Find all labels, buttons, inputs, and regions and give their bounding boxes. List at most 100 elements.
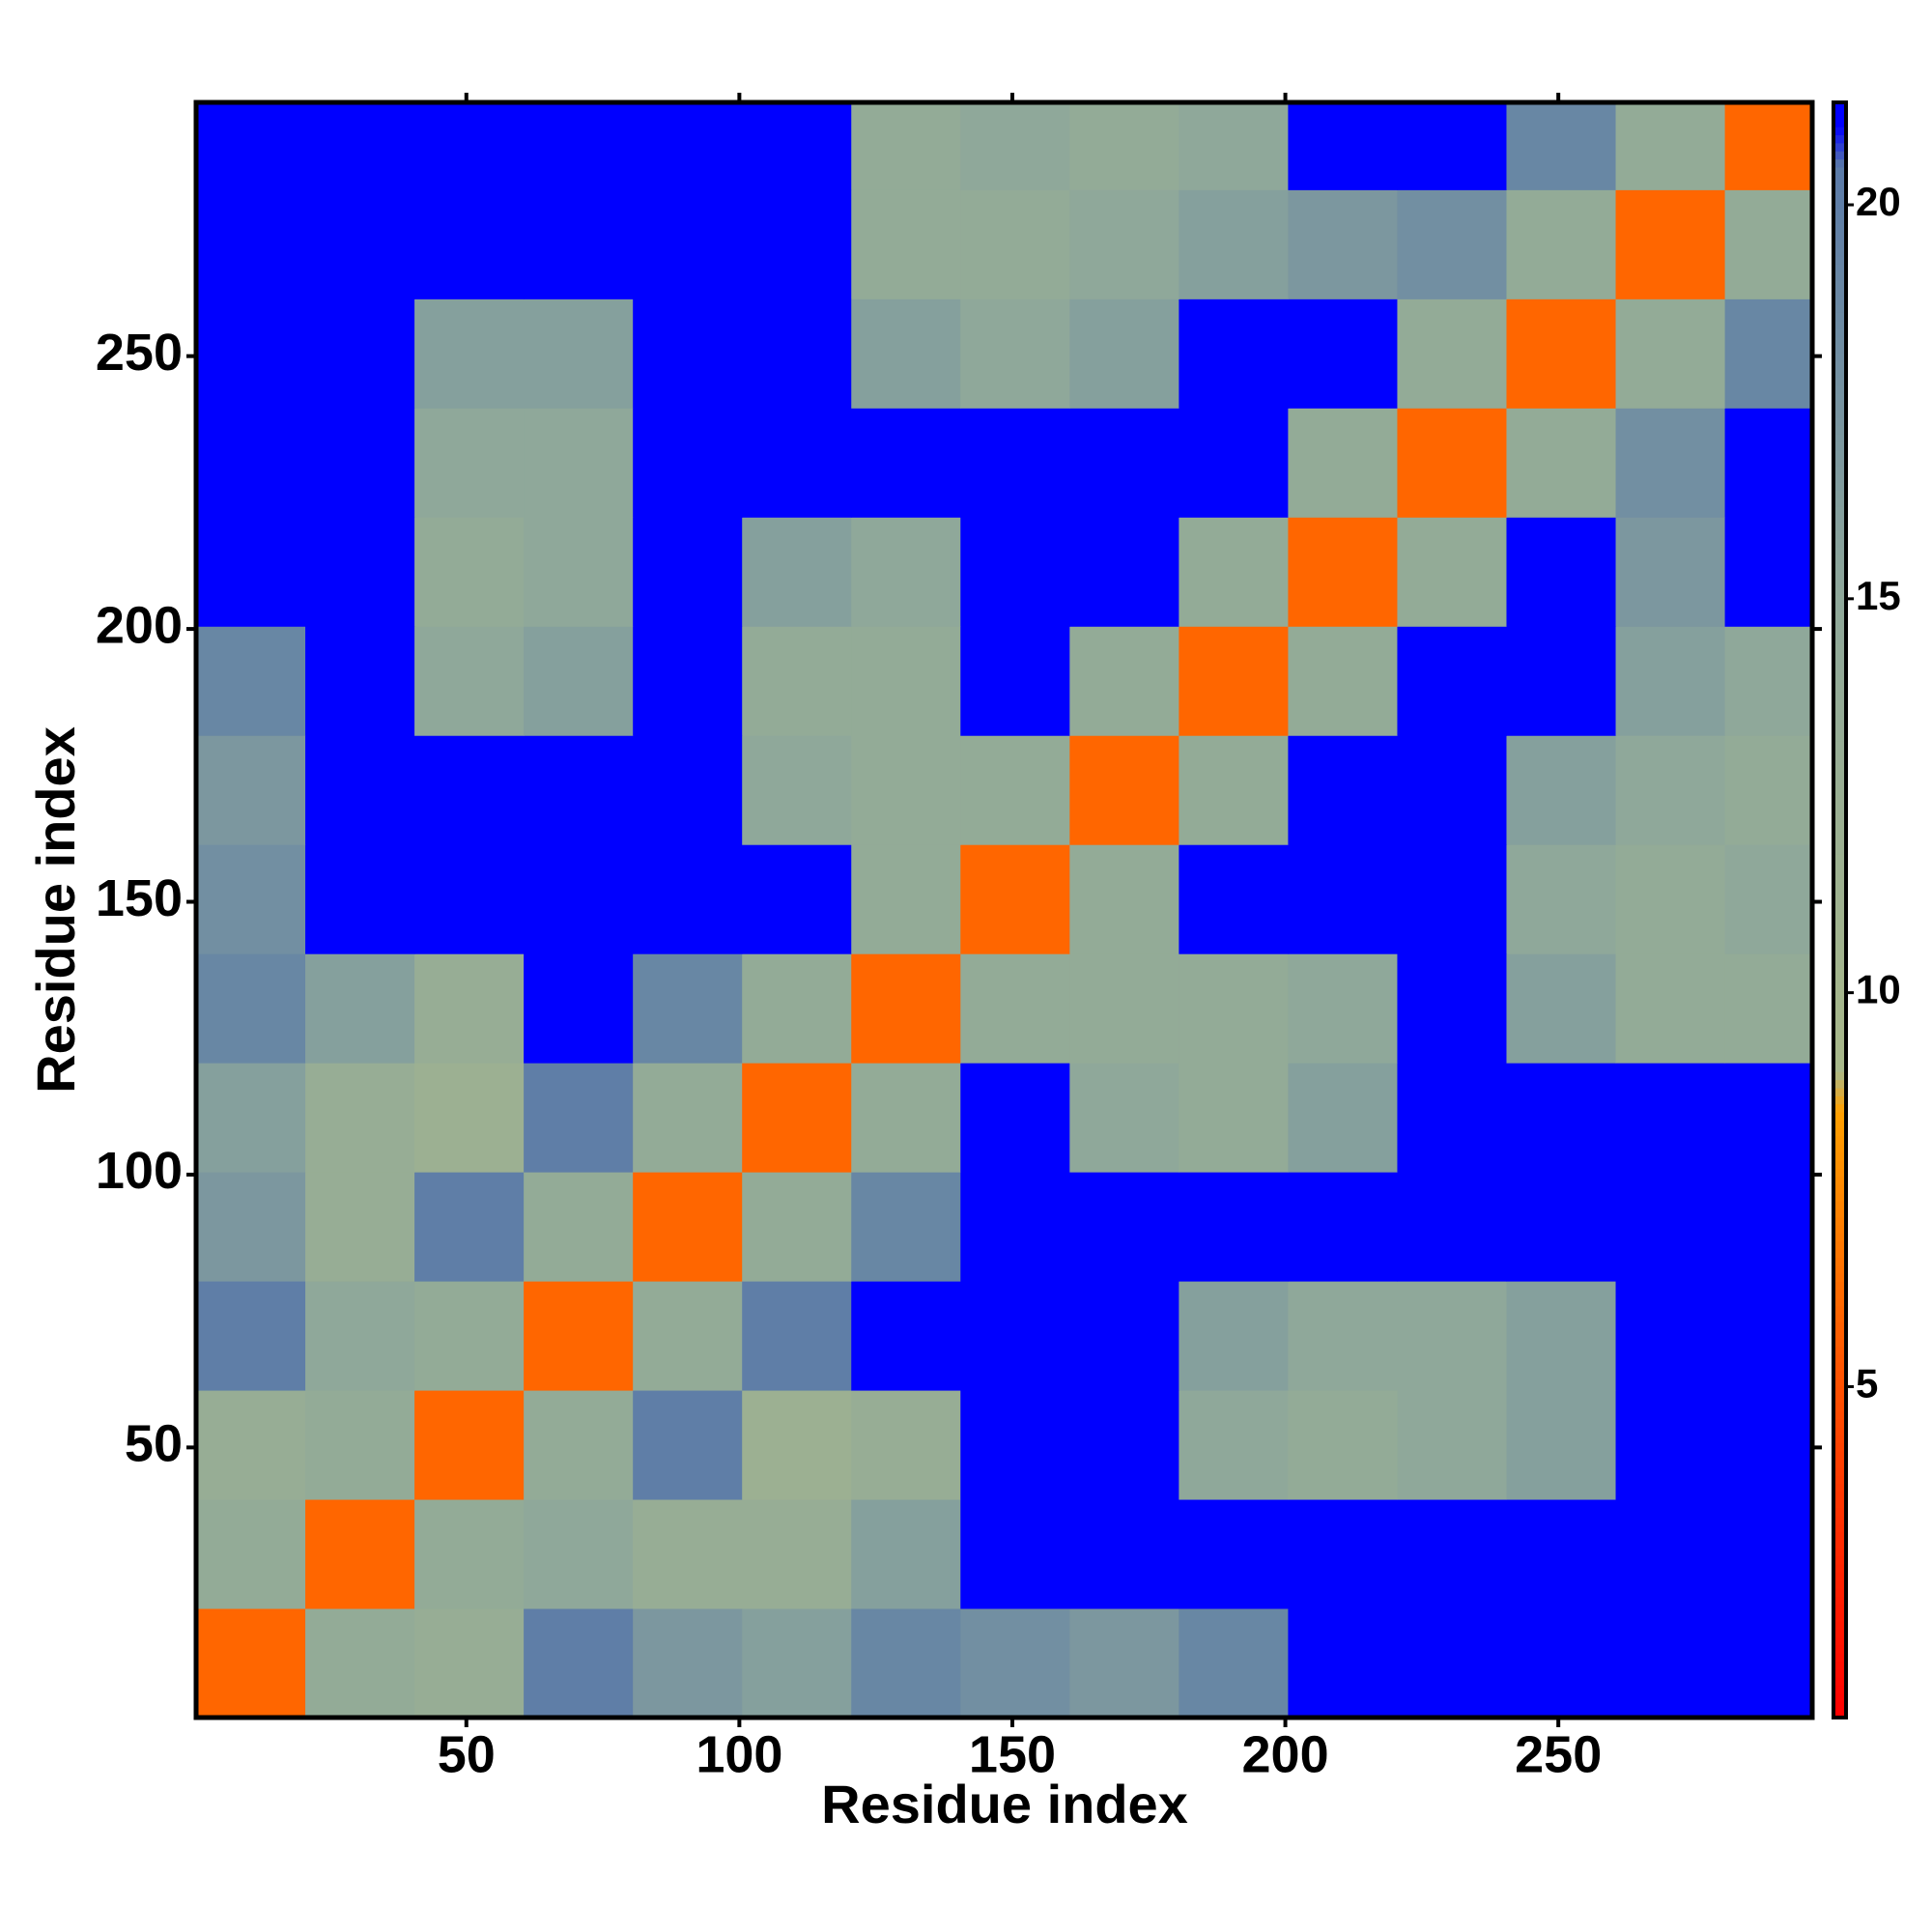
- colorbar-segment: [1833, 425, 1846, 435]
- heatmap-cell: [1506, 408, 1617, 518]
- colorbar-segment: [1833, 481, 1846, 491]
- colorbar-segment: [1833, 1031, 1846, 1040]
- colorbar-segment: [1833, 861, 1846, 870]
- heatmap-cell: [305, 626, 415, 736]
- heatmap-cell: [1397, 735, 1507, 845]
- colorbar-segment: [1833, 392, 1846, 402]
- heatmap-cell: [524, 844, 634, 954]
- heatmap-cell: [1615, 298, 1726, 409]
- heatmap-cell: [1615, 1390, 1726, 1500]
- heatmap-cell: [851, 626, 961, 736]
- colorbar-segment: [1833, 651, 1846, 661]
- heatmap-cell: [305, 1063, 415, 1173]
- heatmap-cell: [960, 1608, 1070, 1719]
- heatmap-cell: [1615, 953, 1726, 1064]
- y-tick-label: 250: [96, 324, 183, 382]
- heatmap-cell: [1288, 1063, 1398, 1173]
- colorbar-segment: [1833, 821, 1846, 830]
- heatmap-cell: [305, 189, 415, 299]
- heatmap-cell: [633, 298, 743, 409]
- colorbar-segment: [1833, 1442, 1846, 1452]
- heatmap-cell: [1288, 102, 1398, 190]
- heatmap-cell: [1506, 1281, 1617, 1391]
- colorbar-segment: [1833, 1507, 1846, 1517]
- heatmap-cell: [414, 408, 525, 518]
- heatmap-cell: [1615, 735, 1726, 845]
- colorbar-segment: [1833, 215, 1846, 224]
- heatmap-cell: [1069, 298, 1179, 409]
- heatmap-cell: [633, 735, 743, 845]
- heatmap-cell: [1724, 844, 1813, 954]
- heatmap-cell: [1069, 1390, 1179, 1500]
- colorbar-segment: [1833, 490, 1846, 499]
- heatmap-cell: [960, 517, 1070, 627]
- heatmap-cell: [1288, 1499, 1398, 1609]
- colorbar-segment: [1833, 530, 1846, 540]
- heatmap-cell: [851, 1608, 961, 1719]
- colorbar-segment: [1833, 497, 1846, 507]
- heatmap-cell: [851, 298, 961, 409]
- colorbar-segment: [1833, 328, 1846, 338]
- colorbar-tick-label: 20: [1856, 179, 1901, 224]
- heatmap-cell: [1288, 1608, 1398, 1719]
- heatmap-cell: [524, 189, 634, 299]
- colorbar-segment: [1833, 998, 1846, 1008]
- colorbar-segment: [1833, 1564, 1846, 1574]
- heatmap-cell: [1506, 1499, 1617, 1609]
- colorbar-segment: [1833, 158, 1846, 168]
- heatmap-cell: [851, 517, 961, 627]
- colorbar-segment: [1833, 1370, 1846, 1379]
- colorbar-segment: [1833, 110, 1846, 120]
- colorbar-segment: [1833, 918, 1846, 927]
- colorbar-segment: [1833, 1555, 1846, 1565]
- colorbar-segment: [1833, 1038, 1846, 1048]
- heatmap-cell: [414, 1499, 525, 1609]
- colorbar-segment: [1833, 1176, 1846, 1185]
- colorbar-segment: [1833, 1249, 1846, 1259]
- heatmap-cell: [1069, 1499, 1179, 1609]
- heatmap-cell: [633, 626, 743, 736]
- colorbar-segment: [1833, 1071, 1846, 1081]
- colorbar-segment: [1833, 288, 1846, 298]
- heatmap-cell: [960, 844, 1070, 954]
- heatmap-cell: [1506, 517, 1617, 627]
- x-tick-label: 50: [438, 1725, 496, 1783]
- colorbar-segment: [1833, 538, 1846, 548]
- colorbar-segment: [1833, 1127, 1846, 1137]
- heatmap-cell: [1179, 953, 1289, 1064]
- colorbar-segment: [1833, 990, 1846, 1000]
- colorbar-segment: [1833, 1289, 1846, 1298]
- heatmap-cell: [414, 626, 525, 736]
- heatmap-cell: [196, 1281, 306, 1391]
- heatmap-cell: [633, 1608, 743, 1719]
- heatmap-cell: [851, 844, 961, 954]
- colorbar-segment: [1833, 279, 1846, 289]
- heatmap-cell: [524, 408, 634, 518]
- heatmap-cell: [1069, 1608, 1179, 1719]
- heatmap-cell: [1397, 189, 1507, 299]
- heatmap-cell: [1397, 844, 1507, 954]
- colorbar-segment: [1833, 740, 1846, 750]
- colorbar-segment: [1833, 175, 1846, 185]
- heatmap-cell: [960, 1281, 1070, 1391]
- colorbar-segment: [1833, 344, 1846, 354]
- heatmap-cell: [1069, 189, 1179, 299]
- heatmap-cell: [633, 1499, 743, 1609]
- heatmap-cell: [305, 1608, 415, 1719]
- colorbar-segment: [1833, 240, 1846, 249]
- colorbar-segment: [1833, 925, 1846, 935]
- heatmap-cell: [196, 408, 306, 518]
- heatmap-cell: [1179, 1499, 1289, 1609]
- heatmap-cell: [1506, 1608, 1617, 1719]
- heatmap-cell: [1397, 1390, 1507, 1500]
- heatmap-cell: [742, 102, 852, 190]
- heatmap-cell: [960, 953, 1070, 1064]
- colorbar-segment: [1833, 473, 1846, 483]
- heatmap-cell: [1615, 408, 1726, 518]
- colorbar-segment: [1833, 894, 1846, 903]
- heatmap-cell: [1724, 735, 1813, 845]
- colorbar-segment: [1833, 1160, 1846, 1170]
- colorbar-segment: [1833, 579, 1846, 588]
- colorbar-segment: [1833, 231, 1846, 241]
- heatmap-cell: [960, 102, 1070, 190]
